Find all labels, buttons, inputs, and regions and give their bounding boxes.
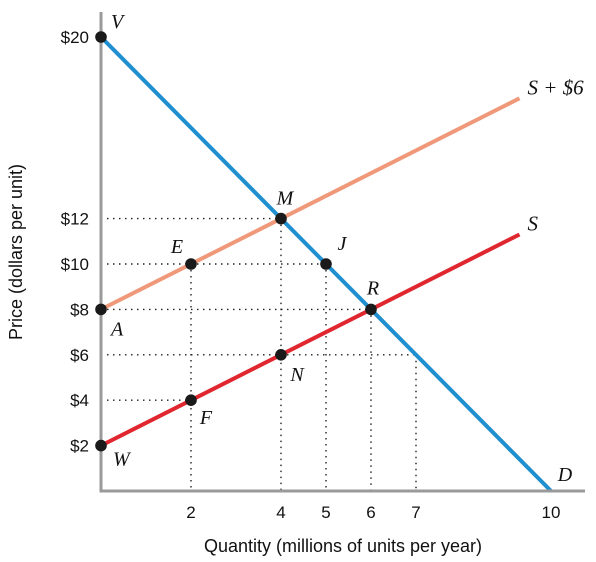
point-W [95, 439, 107, 452]
series-labels: S + $6 S [528, 75, 585, 235]
point-F [185, 394, 197, 407]
data-points [95, 31, 377, 452]
point-A [95, 303, 107, 316]
point-label-J: J [338, 233, 348, 255]
point-label-N: N [289, 364, 305, 386]
point-label-M: M [276, 188, 295, 210]
guide-lines [101, 217, 417, 491]
y-tick-12: $12 [61, 210, 89, 229]
point-label-R: R [366, 277, 379, 299]
point-J [320, 258, 332, 270]
y-tick-20: $20 [61, 28, 89, 47]
point-E [185, 258, 197, 270]
y-tick-2: $2 [70, 437, 89, 456]
point-label-A: A [109, 318, 124, 340]
axes [99, 12, 585, 493]
y-tick-8: $8 [70, 300, 89, 319]
x-tick-6: 6 [366, 503, 375, 522]
y-tick-6: $6 [70, 346, 89, 365]
x-tick-4: 4 [276, 503, 285, 522]
point-N [275, 349, 287, 361]
x-tick-2: 2 [186, 503, 195, 522]
x-axis-title: Quantity (millions of units per year) [204, 536, 482, 556]
x-tick-10: 10 [542, 503, 561, 522]
point-label-F: F [199, 407, 213, 429]
series-label-2: S [528, 211, 539, 235]
x-tick-7: 7 [411, 503, 420, 522]
y-tick-4: $4 [70, 391, 89, 410]
y-tick-10: $10 [61, 255, 89, 274]
point-label-V: V [111, 11, 126, 33]
point-label-E: E [170, 236, 183, 258]
y-axis-title: Price (dollars per unit) [6, 164, 26, 340]
point-R [365, 303, 377, 316]
series-line-2 [100, 232, 521, 448]
point-M [275, 212, 287, 225]
y-tick-labels: $2 $4 $6 $8 $10 $12 $20 [61, 28, 89, 456]
x-tick-labels: 2 4 5 6 7 10 [186, 503, 560, 522]
point-label-W: W [113, 449, 132, 471]
series-line-1 [100, 96, 521, 312]
point-labels: V A W M E JR N F D [109, 11, 573, 486]
x-tick-5: 5 [321, 503, 330, 522]
series-label-1: S + $6 [528, 75, 585, 99]
point-V [95, 31, 107, 43]
point-label-D: D [557, 464, 573, 486]
